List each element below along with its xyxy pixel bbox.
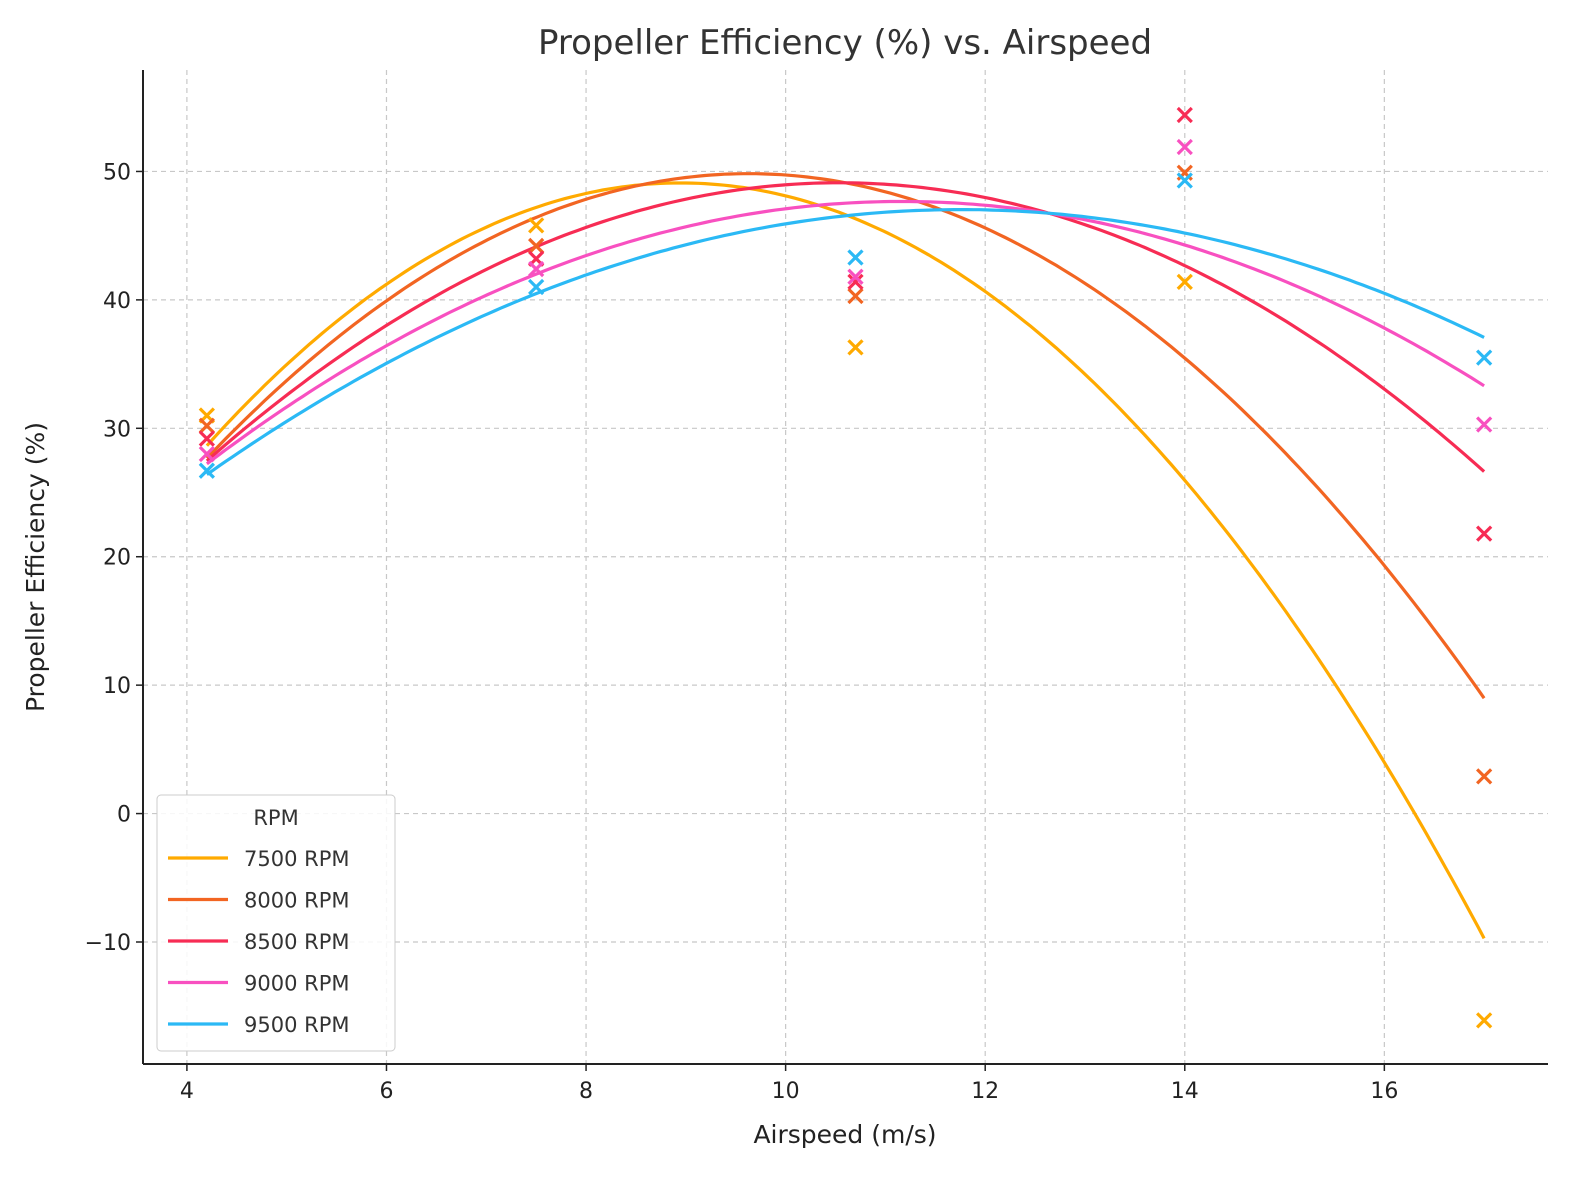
- y-tick-label: 40: [103, 289, 131, 314]
- legend-entry: 7500 RPM: [244, 847, 350, 871]
- data-point-x-marker: [847, 339, 864, 356]
- data-point-x-marker: [847, 273, 864, 291]
- grid: [143, 70, 1548, 1064]
- data-point-x-marker: [1476, 349, 1493, 366]
- y-tick-label: 30: [103, 417, 131, 442]
- x-tick-label: 10: [772, 1079, 800, 1104]
- data-point-x-marker: [1476, 525, 1493, 542]
- data-point-x-marker: [1176, 172, 1193, 189]
- data-point-x-marker: [528, 260, 545, 278]
- data-points: [198, 106, 1493, 1029]
- data-point-x-marker: [198, 445, 215, 463]
- legend-entry: 9500 RPM: [244, 1013, 350, 1037]
- x-tick-label: 14: [1171, 1079, 1199, 1104]
- x-axis-label: Airspeed (m/s): [753, 1120, 936, 1149]
- x-tick-label: 12: [971, 1079, 999, 1104]
- data-point-x-marker: [1476, 768, 1493, 785]
- legend: RPM 7500 RPM 8000 RPM 8500 RPM 9000 RPM 9500…: [156, 794, 396, 1052]
- legend-entry: 8000 RPM: [244, 889, 350, 913]
- fit-curve-9000: [205, 199, 1485, 466]
- y-axis-label: Propeller Efficiency (%): [21, 422, 50, 712]
- fit-curve-8500: [205, 181, 1486, 473]
- data-point-x-marker: [528, 237, 545, 255]
- legend-title: RPM: [253, 806, 298, 830]
- data-point-x-marker: [198, 462, 215, 479]
- legend-entry: 8500 RPM: [244, 930, 350, 954]
- data-point-x-marker: [1476, 1012, 1493, 1029]
- data-point-x-marker: [1176, 273, 1193, 291]
- data-point-x-marker: [198, 430, 215, 447]
- x-tick-label: 8: [579, 1079, 593, 1104]
- fit-curves: [205, 172, 1486, 940]
- data-point-x-marker: [847, 268, 864, 285]
- data-point-x-marker: [1476, 416, 1493, 433]
- x-tick-label: 16: [1370, 1079, 1398, 1104]
- data-point-x-marker: [528, 217, 545, 234]
- y-tick-label: 20: [103, 546, 131, 571]
- data-point-x-marker: [847, 287, 864, 305]
- y-tick-label: 10: [103, 674, 131, 699]
- data-point-x-marker: [1176, 106, 1193, 124]
- data-point-x-marker: [528, 278, 545, 296]
- y-tick-label: −10: [85, 931, 131, 956]
- data-point-x-marker: [847, 249, 864, 266]
- y-tick-label: 50: [103, 160, 131, 185]
- data-point-x-marker: [1176, 138, 1193, 156]
- fit-curve-9500: [205, 208, 1485, 476]
- x-tick-label: 6: [379, 1079, 393, 1104]
- data-point-x-marker: [198, 417, 215, 434]
- fit-curve-7500: [205, 181, 1486, 940]
- chart-title: Propeller Efficiency (%) vs. Airspeed: [538, 23, 1152, 63]
- x-tick-label: 4: [180, 1079, 194, 1104]
- axes: 4 6 8 10 12 14 16 −10 0 10 20 30 40 50: [85, 70, 1548, 1104]
- y-tick-label: 0: [117, 803, 131, 828]
- legend-entry: 9000 RPM: [244, 972, 350, 996]
